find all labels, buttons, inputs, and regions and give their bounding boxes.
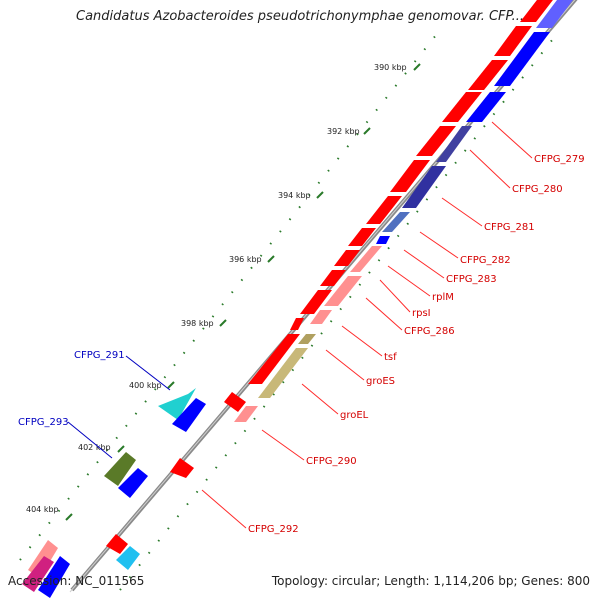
- gene-feature[interactable]: [172, 398, 206, 432]
- gene-feature[interactable]: [104, 452, 136, 486]
- gene-feature[interactable]: [466, 92, 506, 122]
- tick-label: 404 kbp: [26, 505, 59, 514]
- gene-feature[interactable]: [402, 166, 446, 208]
- callout-lines-blue: [67, 355, 171, 459]
- gene-feature[interactable]: [248, 334, 300, 384]
- tick-label: 392 kbp: [327, 127, 360, 136]
- gene-feature[interactable]: [324, 276, 362, 306]
- callout-line: [67, 421, 113, 459]
- gene-feature[interactable]: [468, 60, 508, 90]
- callout-line: [441, 197, 483, 227]
- accession-text: Accession: NC_011565: [8, 574, 145, 588]
- tick-mark: [413, 63, 421, 71]
- gene-feature[interactable]: [106, 534, 128, 554]
- callout-line: [469, 149, 511, 189]
- callout-line: [301, 383, 339, 415]
- callout-lines: [201, 121, 533, 529]
- tick-mark: [316, 191, 324, 199]
- gene-label[interactable]: CFPG_286: [404, 326, 455, 337]
- gene-feature[interactable]: [350, 246, 382, 272]
- gene-feature[interactable]: [298, 334, 316, 344]
- gene-feature[interactable]: [38, 556, 70, 598]
- gene-label[interactable]: groEL: [340, 410, 369, 421]
- gene-feature[interactable]: [494, 32, 550, 86]
- gene-feature[interactable]: [320, 270, 346, 286]
- genome-summary-text: Topology: circular; Length: 1,114,206 bp…: [271, 574, 590, 588]
- tick-mark: [117, 445, 125, 453]
- backbone-line: [70, 0, 578, 592]
- callout-line: [491, 121, 533, 159]
- tick-label: 390 kbp: [374, 63, 407, 72]
- tick-labels: 390 kbp 392 kbp 394 kbp 396 kbp 398 kbp …: [26, 63, 421, 521]
- gene-feature[interactable]: [234, 406, 258, 422]
- tick-mark: [167, 381, 175, 389]
- gene-feature[interactable]: [118, 468, 148, 498]
- callout-line: [387, 265, 431, 297]
- callout-line: [261, 429, 305, 461]
- gene-label[interactable]: CFPG_292: [248, 524, 299, 535]
- gene-feature[interactable]: [520, 0, 556, 22]
- callout-line: [379, 279, 411, 313]
- inner-tick-guide: [119, 29, 561, 591]
- gene-feature[interactable]: [158, 388, 196, 420]
- gene-labels: CFPG_279 CFPG_280 CFPG_281 CFPG_282 CFPG…: [18, 154, 585, 535]
- gene-label[interactable]: CFPG_280: [512, 184, 563, 195]
- gene-feature[interactable]: [416, 126, 456, 156]
- tick-label: 396 kbp: [229, 255, 262, 264]
- gene-feature[interactable]: [390, 160, 430, 192]
- gene-label[interactable]: CFPG_281: [484, 222, 535, 233]
- callout-line: [125, 355, 171, 391]
- gene-feature[interactable]: [366, 196, 402, 224]
- gene-feature[interactable]: [170, 458, 194, 478]
- map-title: Candidatus Azobacteroides pseudotrichony…: [76, 9, 524, 24]
- gene-feature[interactable]: [310, 310, 332, 324]
- gene-feature[interactable]: [290, 318, 304, 330]
- tick-label: 400 kbp: [129, 381, 162, 390]
- gene-label[interactable]: CFPG_282: [460, 255, 511, 266]
- gene-label[interactable]: tsf: [384, 352, 397, 363]
- gene-feature[interactable]: [22, 556, 54, 592]
- forward-strand-track: [106, 0, 556, 554]
- tick-label: 394 kbp: [278, 191, 311, 200]
- tick-mark: [65, 513, 73, 521]
- gene-feature[interactable]: [116, 546, 140, 570]
- tick-mark: [363, 127, 371, 135]
- gene-feature[interactable]: [224, 392, 246, 412]
- gene-label[interactable]: rplM: [432, 292, 454, 303]
- reverse-strand-track: [22, 0, 576, 598]
- gene-feature[interactable]: [300, 290, 332, 314]
- gene-feature[interactable]: [442, 92, 482, 122]
- gene-feature[interactable]: [334, 250, 360, 266]
- tick-label: 398 kbp: [181, 319, 214, 328]
- gene-label[interactable]: CFPG_293: [18, 417, 69, 428]
- callout-line: [403, 249, 445, 279]
- tick-mark: [219, 319, 227, 327]
- gene-label[interactable]: rpsI: [412, 308, 431, 319]
- outer-tick-guide: [19, 29, 441, 561]
- gene-label[interactable]: CFPG_290: [306, 456, 357, 467]
- callout-line: [201, 489, 247, 529]
- gene-feature[interactable]: [258, 348, 308, 398]
- gene-feature[interactable]: [536, 0, 576, 28]
- callout-line: [325, 349, 365, 381]
- gene-label[interactable]: groES: [366, 376, 395, 387]
- gene-feature[interactable]: [436, 126, 472, 162]
- gene-feature[interactable]: [348, 228, 376, 246]
- gene-feature[interactable]: [382, 212, 410, 232]
- gene-label[interactable]: CFPG_279: [534, 154, 585, 165]
- tick-label: 402 kbp: [78, 443, 111, 452]
- gene-feature[interactable]: [376, 236, 390, 244]
- gene-feature[interactable]: [494, 26, 532, 56]
- callout-line: [365, 297, 403, 331]
- callout-line: [419, 231, 459, 259]
- callout-line: [341, 325, 383, 357]
- gene-label[interactable]: CFPG_291: [74, 350, 125, 361]
- gene-label[interactable]: CFPG_283: [446, 274, 497, 285]
- tick-mark: [267, 255, 275, 263]
